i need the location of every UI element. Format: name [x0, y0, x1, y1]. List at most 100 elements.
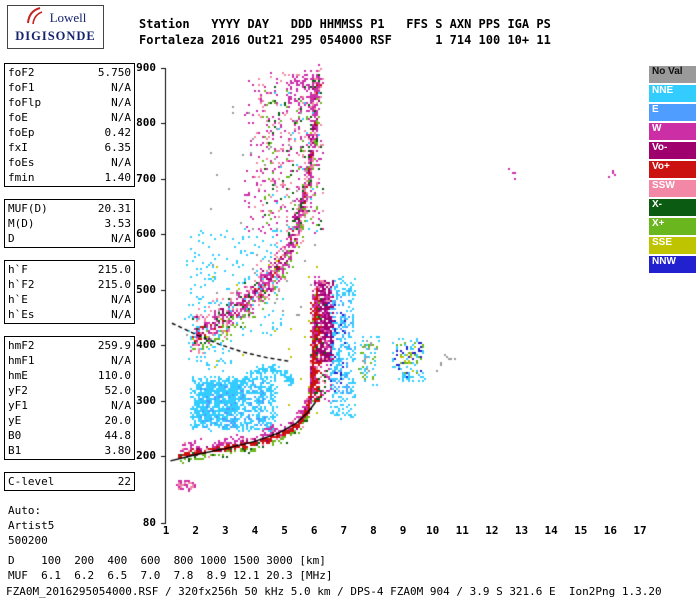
param-row-foep: foEp 0.42 — [8, 125, 131, 140]
x-tick-label: 9 — [399, 524, 407, 537]
legend-item-e: E — [649, 104, 696, 121]
param-label: yF1 — [8, 399, 28, 412]
param-label: h`Es — [8, 308, 35, 321]
x-tick-label: 2 — [192, 524, 199, 537]
y-tick-label: 400 — [136, 338, 156, 352]
param-row-hme: hmE 110.0 — [8, 368, 131, 383]
legend-item-x+: X+ — [649, 218, 696, 235]
legend-item-vo-: Vo- — [649, 142, 696, 159]
param-row-he: h`E N/A — [8, 292, 131, 307]
param-value: N/A — [111, 232, 131, 245]
x-tick-label: 1 — [162, 524, 170, 537]
param-row-md: M(D) 3.53 — [8, 216, 131, 231]
y-tick-label: 300 — [136, 393, 156, 407]
legend-item-ssw: SSW — [649, 180, 696, 197]
param-value: N/A — [111, 156, 131, 169]
param-value: 3.80 — [104, 444, 132, 457]
y-tick-label: 80 — [142, 516, 156, 529]
param-label: C-level — [8, 475, 55, 488]
param-label: hmE — [8, 369, 28, 382]
dmuf-row-d: D 100 200 400 600 800 1000 1500 3000 [km… — [8, 554, 326, 567]
param-value: 259.9 — [97, 339, 131, 352]
param-row-clevel: C-level 22 — [8, 474, 131, 489]
parameter-group: MUF(D) 20.31 M(D) 3.53 D N/A — [4, 199, 135, 248]
param-value: 44.8 — [104, 429, 132, 442]
param-label: MUF(D) — [8, 202, 48, 215]
param-row-hf: h`F 215.0 — [8, 262, 131, 277]
autoscaler-info: 500200 — [8, 534, 48, 547]
y-tick-label: 600 — [136, 227, 156, 241]
x-tick-label: 10 — [426, 524, 440, 537]
param-value: 3.53 — [104, 217, 132, 230]
param-row-fof1: foF1 N/A — [8, 80, 131, 95]
y-tick-label: 200 — [136, 449, 156, 463]
param-label: yF2 — [8, 384, 28, 397]
param-value: 22 — [117, 475, 131, 488]
y-tick-label: 700 — [136, 171, 156, 185]
param-label: hmF1 — [8, 354, 35, 367]
param-value: N/A — [111, 308, 131, 321]
param-label: h`F2 — [8, 278, 35, 291]
legend-item-nne: NNE — [649, 85, 696, 102]
param-value: N/A — [111, 81, 131, 94]
legend-item-w: W — [649, 123, 696, 140]
x-tick-label: 17 — [633, 524, 647, 537]
parameter-group: hmF2 259.9 hmF1 N/A hmE 110.0 yF2 52.0 yF1 N/A yE 2… — [4, 336, 135, 460]
param-row-ye: yE 20.0 — [8, 413, 131, 428]
param-row-hf2: h`F2 215.0 — [8, 277, 131, 292]
x-tick-label: 3 — [221, 524, 229, 537]
param-value: N/A — [111, 96, 131, 109]
param-row-mufd: MUF(D) 20.31 — [8, 201, 131, 216]
param-row-fxi: fxI 6.35 — [8, 140, 131, 155]
y-tick-label: 500 — [136, 282, 156, 296]
x-tick-label: 12 — [485, 524, 499, 537]
param-row-hes: h`Es N/A — [8, 307, 131, 322]
status-line: FZA0M_2016295054000.RSF / 320fx256h 50 k… — [6, 585, 662, 598]
lowell-arcs-icon — [25, 6, 47, 30]
logo-digisonde-text: DIGISONDE — [15, 29, 96, 43]
x-tick-label: 8 — [370, 524, 377, 537]
param-label: h`F — [8, 263, 28, 276]
param-label: yE — [8, 414, 22, 427]
param-label: fxI — [8, 141, 28, 154]
y-tick-label: 900 — [136, 61, 156, 74]
x-tick-label: 15 — [574, 524, 588, 537]
param-label: foF1 — [8, 81, 35, 94]
param-label: fmin — [8, 171, 35, 184]
legend-item-vo+: Vo+ — [649, 161, 696, 178]
param-value: 1.40 — [104, 171, 132, 184]
param-value: 52.0 — [104, 384, 132, 397]
x-tick-label: 7 — [340, 524, 348, 537]
param-row-yf1: yF1 N/A — [8, 398, 131, 413]
x-tick-label: 16 — [603, 524, 617, 537]
param-row-b1: B1 3.80 — [8, 443, 131, 458]
param-label: foEs — [8, 156, 35, 169]
d-muf-table: D 100 200 400 600 800 1000 1500 3000 [km… — [8, 553, 333, 583]
param-label: M(D) — [8, 217, 35, 230]
param-value: 6.35 — [104, 141, 132, 154]
autoscaler-info: Auto: — [8, 504, 42, 517]
parameter-panel: foF2 5.750 foF1 N/A foFlp N/A foE N/A foEp 0.42 fx… — [4, 63, 135, 548]
y-tick-label: 800 — [136, 116, 156, 130]
logo-lowell-text: Lowell — [49, 10, 87, 25]
parameter-group: C-level 22 — [4, 472, 135, 491]
x-tick-label: 11 — [455, 524, 469, 537]
param-value: 215.0 — [97, 278, 131, 291]
param-label: B1 — [8, 444, 22, 457]
dmuf-row-muf: MUF 6.1 6.2 6.5 7.0 7.8 8.9 12.1 20.3 [M… — [8, 569, 333, 582]
param-row-hmf2: hmF2 259.9 — [8, 338, 131, 353]
param-row-d: D N/A — [8, 231, 131, 246]
legend-item-x-: X- — [649, 199, 696, 216]
param-row-hmf1: hmF1 N/A — [8, 353, 131, 368]
x-tick-label: 4 — [251, 524, 259, 537]
parameter-group: h`F 215.0 h`F2 215.0 h`E N/A h`Es N/A — [4, 260, 135, 324]
param-row-foflp: foFlp N/A — [8, 95, 131, 110]
direction-legend: No Val NNE E W Vo- Vo+ SSW X- X+ SSE NNW — [649, 66, 696, 275]
x-tick-label: 5 — [281, 524, 288, 537]
legend-item-nnw: NNW — [649, 256, 696, 273]
param-value: N/A — [111, 354, 131, 367]
x-tick-label: 14 — [544, 524, 558, 537]
param-row-foes: foEs N/A — [8, 155, 131, 170]
param-value: 20.0 — [104, 414, 132, 427]
